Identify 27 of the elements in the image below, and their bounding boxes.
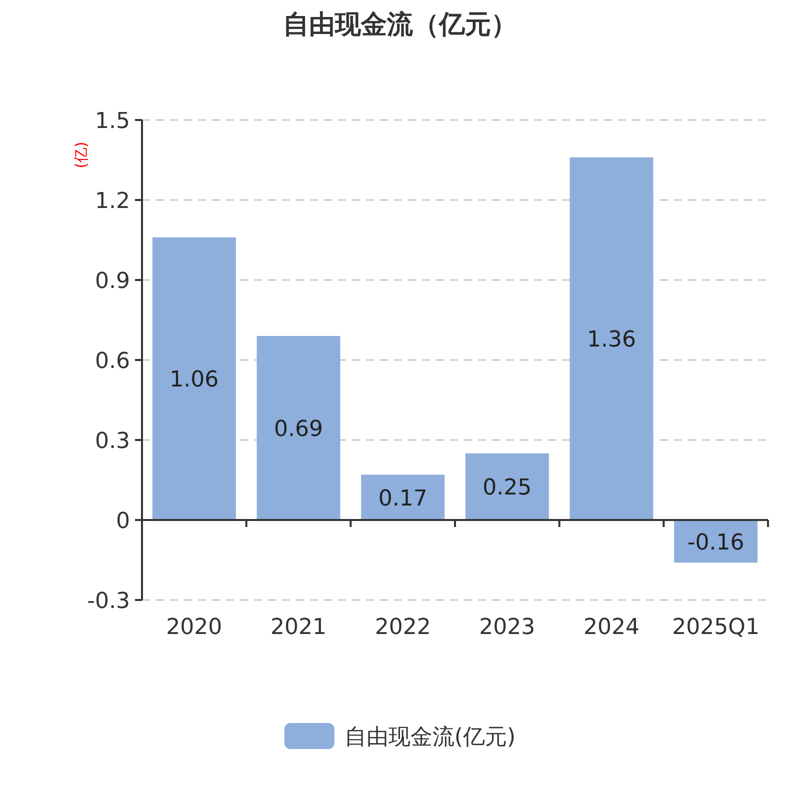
y-tick-label: -0.3: [87, 589, 130, 614]
x-tick-label: 2022: [374, 615, 431, 640]
data-label: 0.25: [482, 476, 532, 501]
bar: [361, 474, 445, 520]
data-label: 1.36: [587, 328, 636, 353]
x-tick-label: 2021: [270, 615, 326, 640]
y-tick-label: 1.5: [95, 109, 130, 134]
bar: [152, 237, 236, 520]
y-tick-label: 1.2: [95, 189, 130, 214]
x-tick-label: 2023: [479, 615, 536, 640]
x-tick-label: 2024: [584, 615, 640, 640]
y-tick-label: 0.6: [95, 349, 130, 374]
data-label: 0.17: [378, 486, 428, 512]
y-tick-label: 0: [116, 509, 130, 534]
data-label: -0.16: [687, 530, 744, 556]
y-tick-label: 0.9: [95, 269, 130, 294]
x-tick-label: 2020: [166, 615, 222, 640]
y-axis-title: (亿): [72, 142, 90, 168]
bar: [465, 453, 549, 520]
x-tick-label: 2025Q1: [672, 615, 760, 640]
y-tick-label: 0.3: [95, 429, 130, 454]
data-label: 0.69: [274, 417, 323, 442]
legend-label: 自由现金流(亿元): [344, 725, 516, 750]
data-label: 1.06: [170, 368, 219, 393]
bar: [256, 336, 340, 520]
bar: [570, 157, 654, 520]
chart-title: 自由现金流（亿元）: [283, 10, 517, 40]
